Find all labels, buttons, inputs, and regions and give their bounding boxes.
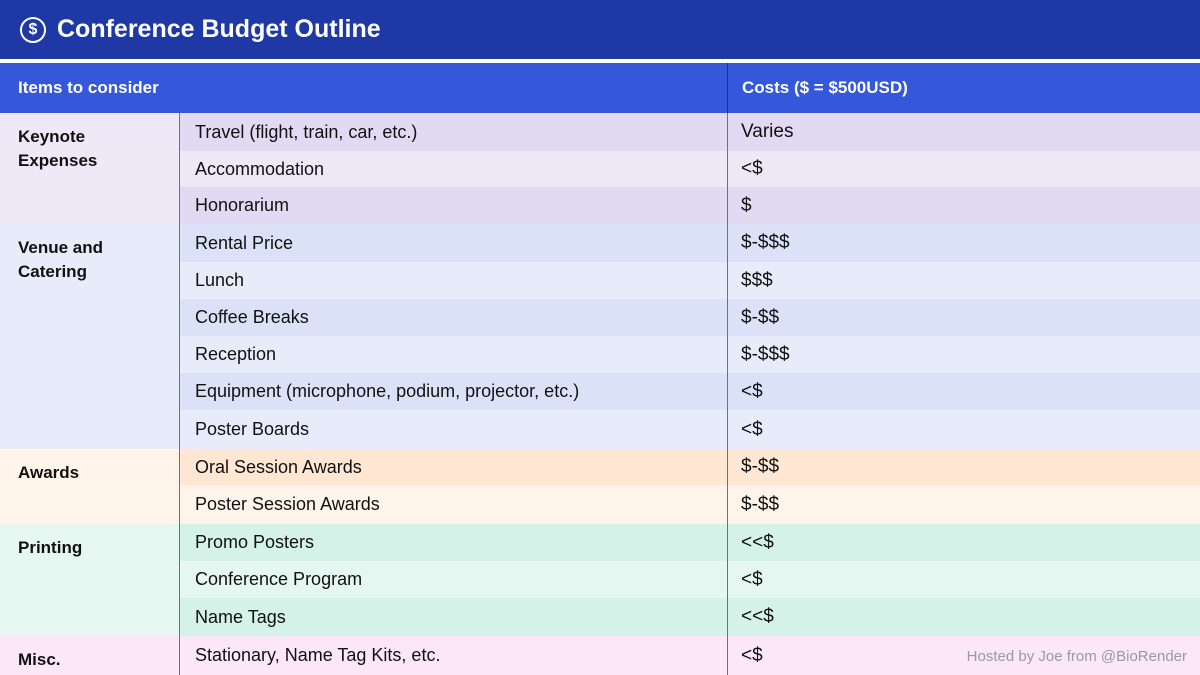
- page-title: Conference Budget Outline: [57, 15, 381, 43]
- item-cell: Honorarium: [195, 195, 290, 215]
- table-header: Items to consider Costs ($ = $500USD): [0, 63, 1200, 113]
- group-label-line1: Venue and: [18, 238, 104, 257]
- item-cell: Oral Session Awards: [195, 456, 362, 477]
- cost-cell: $-$$$: [741, 343, 790, 365]
- cost-cell: $-$$: [741, 493, 780, 515]
- header-costs: Costs ($ = $500USD): [742, 78, 908, 97]
- item-cell: Coffee Breaks: [195, 307, 309, 327]
- cost-cell: $: [741, 194, 752, 216]
- table-row: Promo Posters <<$: [179, 524, 1200, 561]
- column-divider-left: [179, 113, 180, 675]
- dollar-glyph: $: [28, 20, 38, 38]
- group-label: Printing: [0, 524, 179, 636]
- cost-cell: <<$: [741, 606, 774, 627]
- group-label-line1: Keynote: [18, 127, 86, 146]
- header-items: Items to consider: [18, 78, 159, 97]
- dollar-circle-icon: $: [20, 16, 46, 43]
- group-awards: Awards Oral Session Awards $-$$ Poster S…: [0, 449, 1200, 524]
- table-row: Stationary, Name Tag Kits, etc. <$: [179, 636, 1200, 675]
- cost-cell: <<$: [741, 531, 774, 553]
- group-printing: Printing Promo Posters <<$ Conference Pr…: [0, 524, 1200, 636]
- footer-credit: Hosted by Joe from @BioRender: [966, 648, 1187, 665]
- item-cell: Equipment (microphone, podium, projector…: [195, 381, 580, 401]
- cost-cell: <$: [741, 380, 763, 402]
- item-cell: Name Tags: [195, 606, 286, 627]
- table-row: Rental Price $-$$$: [179, 224, 1200, 262]
- item-cell: Reception: [195, 344, 277, 364]
- table-row: Honorarium $: [179, 187, 1200, 224]
- item-cell: Lunch: [195, 270, 245, 290]
- group-label: Venue and Catering: [0, 224, 179, 449]
- item-cell: Stationary, Name Tag Kits, etc.: [195, 645, 441, 665]
- item-cell: Travel (flight, train, car, etc.): [195, 121, 418, 142]
- cost-cell: $-$$: [741, 306, 780, 328]
- item-cell: Accommodation: [195, 158, 325, 179]
- item-cell: Conference Program: [195, 569, 363, 589]
- table-row: Poster Boards <$: [179, 410, 1200, 449]
- table-row: Poster Session Awards $-$$: [179, 485, 1200, 524]
- cost-cell: <$: [741, 158, 763, 179]
- item-cell: Poster Boards: [195, 419, 310, 439]
- table-row: Reception $-$$$: [179, 336, 1200, 373]
- table-row: Accommodation <$: [179, 151, 1200, 187]
- table-row: Lunch $$$: [179, 262, 1200, 299]
- table-row: Coffee Breaks $-$$: [179, 299, 1200, 336]
- table-row: Conference Program <$: [179, 561, 1200, 598]
- item-cell: Promo Posters: [195, 532, 315, 552]
- table-row: Name Tags <<$: [179, 598, 1200, 636]
- title-bar: $ Conference Budget Outline: [0, 0, 1200, 59]
- table-row: Equipment (microphone, podium, projector…: [179, 373, 1200, 410]
- group-label: Awards: [0, 449, 179, 524]
- group-label-line1: Awards: [18, 463, 80, 482]
- item-cell: Rental Price: [195, 232, 294, 253]
- table-row: Oral Session Awards $-$$: [179, 449, 1200, 485]
- group-label-line1: Printing: [18, 538, 83, 557]
- column-divider-right: [727, 113, 728, 675]
- title-separator: [0, 59, 1200, 63]
- group-label: Keynote Expenses: [0, 113, 179, 224]
- group-venue: Venue and Catering Rental Price $-$$$ Lu…: [0, 224, 1200, 449]
- cost-cell: <$: [741, 568, 763, 590]
- cost-cell: <$: [741, 418, 763, 440]
- table-row: Travel (flight, train, car, etc.) Varies: [179, 113, 1200, 151]
- cost-cell: $-$$$: [741, 232, 790, 253]
- cost-cell: $$$: [741, 269, 773, 291]
- cost-cell: $-$$: [741, 456, 780, 477]
- group-label: Misc.: [0, 636, 179, 675]
- group-label-line2: Catering: [18, 262, 87, 281]
- item-cell: Poster Session Awards: [195, 494, 380, 514]
- group-label-line2: Expenses: [18, 151, 98, 170]
- budget-table: Keynote Expenses Travel (flight, train, …: [0, 113, 1200, 675]
- group-label-line1: Misc.: [18, 650, 61, 669]
- cost-cell: <$: [741, 644, 763, 666]
- group-keynote: Keynote Expenses Travel (flight, train, …: [0, 113, 1200, 224]
- cost-cell: Varies: [741, 121, 794, 142]
- group-misc: Misc. Stationary, Name Tag Kits, etc. <$: [0, 636, 1200, 675]
- header-divider: [727, 63, 728, 113]
